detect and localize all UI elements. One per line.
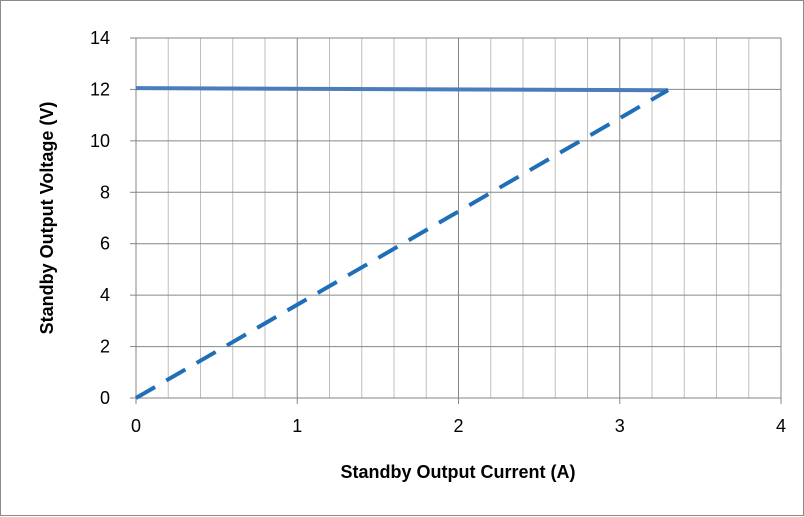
y-tick-label: 14 [90, 28, 110, 48]
y-tick-label: 0 [100, 388, 110, 408]
y-tick-label: 4 [100, 285, 110, 305]
y-tick-label: 6 [100, 234, 110, 254]
grid-minor [167, 38, 750, 398]
x-axis-title: Standby Output Current (A) [341, 462, 576, 482]
y-tick-label: 12 [90, 79, 110, 99]
x-tick-labels: 0 1 2 3 4 [131, 416, 786, 436]
axes [130, 37, 782, 404]
series-line-solid [135, 86, 669, 93]
series-layer [134, 86, 670, 400]
y-tick-label: 8 [100, 182, 110, 202]
y-tick-labels: 0 2 4 6 8 10 12 14 [90, 28, 110, 408]
x-tick-label: 1 [292, 416, 302, 436]
y-axis-title: Standby Output Voltage (V) [37, 102, 57, 335]
grid-major [136, 37, 782, 398]
x-tick-label: 4 [776, 416, 786, 436]
x-tick-label: 0 [131, 416, 141, 436]
x-tick-label: 2 [453, 416, 463, 436]
y-tick-label: 10 [90, 131, 110, 151]
y-tick-label: 2 [100, 337, 110, 357]
x-tick-label: 3 [615, 416, 625, 436]
